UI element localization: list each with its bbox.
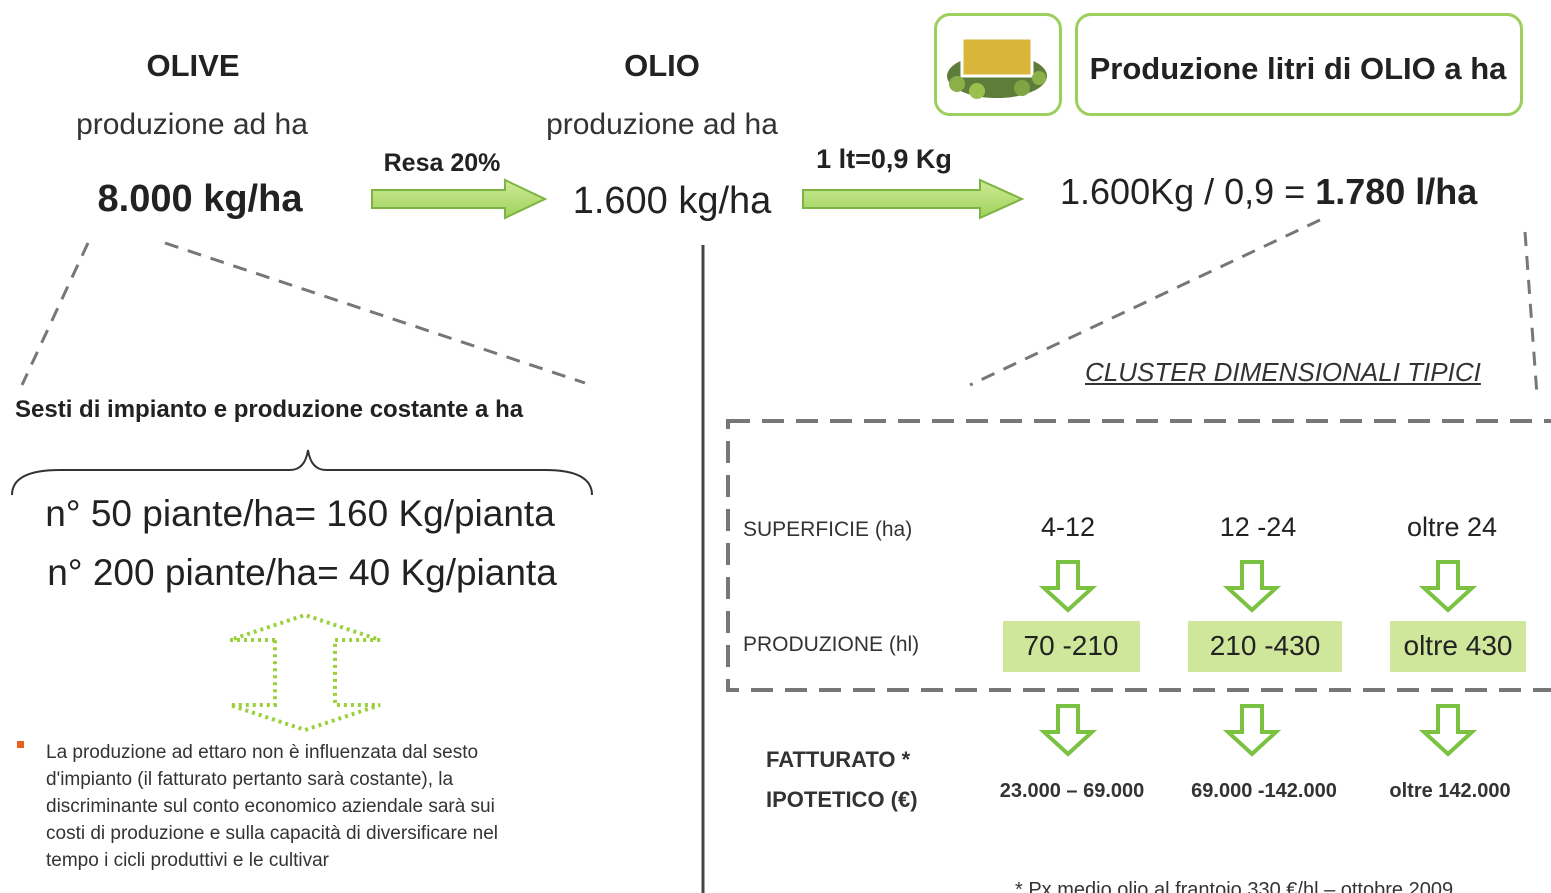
- image-frame: [934, 13, 1062, 116]
- dashed-line: [1525, 232, 1537, 395]
- revenue-cell: 69.000 -142.000: [1191, 781, 1337, 801]
- cell: 4-12: [1041, 514, 1095, 541]
- brace: [12, 450, 592, 495]
- revenue-cell: oltre 142.000: [1389, 781, 1510, 801]
- down-arrow: [1424, 562, 1472, 610]
- arrow: [803, 180, 1022, 218]
- row-label: SUPERFICIE (ha): [743, 519, 912, 540]
- cell: 70 -210: [1024, 632, 1119, 660]
- footnote: * Px medio olio al frantoio 330 €/hl – o…: [1015, 880, 1453, 893]
- note-line: discriminante sul conto economico aziend…: [46, 797, 495, 816]
- cell: oltre 430: [1404, 632, 1513, 660]
- down-arrow: [1044, 706, 1092, 754]
- olio-value: 1.600 kg/ha: [573, 182, 772, 220]
- conversion-label: 1 lt=0,9 Kg: [816, 146, 952, 173]
- olive-oil-icon: [937, 16, 1059, 113]
- dashed-line: [165, 243, 585, 383]
- down-arrow: [1424, 706, 1472, 754]
- planting-line: n° 200 piante/ha= 40 Kg/pianta: [47, 554, 557, 591]
- result-title: Produzione litri di OLIO a ha: [1090, 53, 1507, 84]
- planting-line: n° 50 piante/ha= 160 Kg/pianta: [45, 495, 555, 532]
- dotted-double-arrow: [230, 615, 380, 730]
- olive-title: OLIVE: [146, 50, 239, 81]
- down-arrow: [1228, 706, 1276, 754]
- conversion-label: Resa 20%: [384, 151, 501, 176]
- note-line: La produzione ad ettaro non è influenzat…: [46, 743, 478, 762]
- result-line: 1.600Kg / 0,9 = 1.780 l/ha: [1060, 174, 1477, 210]
- olive-subtitle: produzione ad ha: [76, 110, 308, 140]
- bullet: [17, 741, 24, 748]
- down-arrow: [1044, 562, 1092, 610]
- cluster-title: CLUSTER DIMENSIONALI TIPICI: [1085, 359, 1481, 385]
- arrow: [372, 180, 545, 218]
- olio-title: OLIO: [624, 50, 700, 81]
- row-label: PRODUZIONE (hl): [743, 634, 919, 655]
- revenue-label: IPOTETICO (€): [766, 789, 918, 811]
- note-line: costi di produzione e sulla capacità di …: [46, 824, 498, 843]
- olio-subtitle: produzione ad ha: [546, 110, 778, 140]
- formula: 1.600Kg / 0,9 =: [1060, 171, 1315, 212]
- dashed-line: [22, 243, 88, 385]
- cell: oltre 24: [1407, 514, 1497, 541]
- note-line: tempo i cicli produttivi e le cultivar: [46, 851, 329, 870]
- cell: 210 -430: [1210, 632, 1321, 660]
- revenue-label: FATTURATO *: [766, 749, 910, 771]
- result-value: 1.780 l/ha: [1315, 171, 1477, 212]
- down-arrow: [1228, 562, 1276, 610]
- olive-value: 8.000 kg/ha: [98, 180, 303, 218]
- cell: 12 -24: [1220, 514, 1297, 541]
- revenue-cell: 23.000 – 69.000: [1000, 781, 1145, 801]
- planting-title: Sesti di impianto e produzione costante …: [15, 398, 523, 422]
- note-line: d'impianto (il fatturato pertanto sarà c…: [46, 770, 453, 789]
- page: Produzione litri di OLIO a ha OLIVE prod…: [0, 0, 1551, 893]
